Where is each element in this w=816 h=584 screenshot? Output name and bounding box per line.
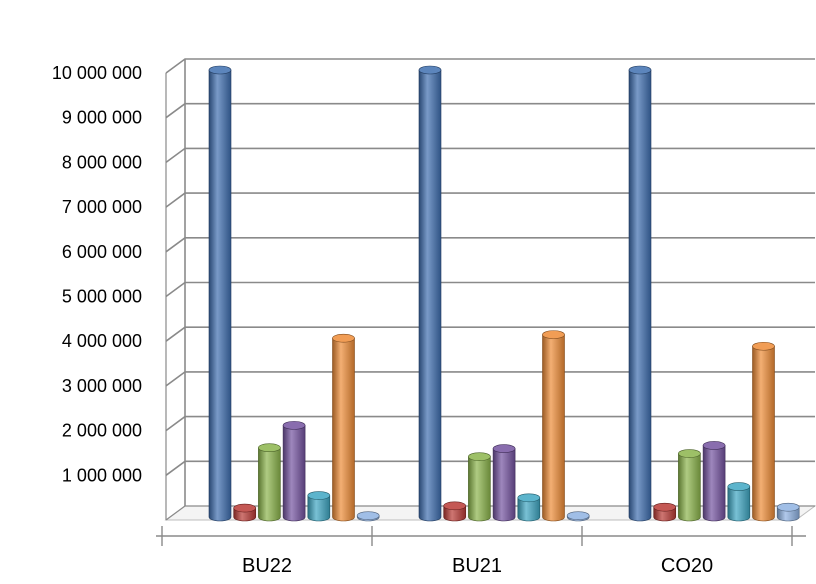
y-tick-label: 6 000 000 xyxy=(62,242,142,262)
bar xyxy=(517,493,541,522)
y-tick-label: 7 000 000 xyxy=(62,197,142,217)
y-tick-label: 2 000 000 xyxy=(62,421,142,441)
y-tick-label: 3 000 000 xyxy=(62,376,142,396)
y-axis-tick-labels: 10 000 000 9 000 000 8 000 000 7 000 000 6 0… xyxy=(52,63,142,485)
bar xyxy=(418,65,442,522)
bar xyxy=(492,444,516,522)
bar xyxy=(628,65,652,522)
bar xyxy=(702,441,726,522)
bar xyxy=(233,503,256,522)
bar xyxy=(332,333,355,522)
y-tick-label: 5 000 000 xyxy=(62,287,142,307)
bar xyxy=(727,482,751,522)
bar xyxy=(752,341,775,522)
x-tick-label: BU22 xyxy=(242,555,292,577)
bar xyxy=(653,502,677,522)
y-tick-label: 9 000 000 xyxy=(62,108,142,128)
x-tick-label: CO20 xyxy=(661,555,713,577)
bar xyxy=(443,501,467,522)
x-axis-tick-labels: BU22 BU21 CO20 xyxy=(242,555,713,577)
bar xyxy=(258,443,281,522)
bar xyxy=(208,65,232,522)
bar xyxy=(468,452,491,522)
bar xyxy=(678,449,701,522)
bar xyxy=(282,421,306,522)
bars xyxy=(208,65,800,522)
bar xyxy=(566,511,590,522)
axes xyxy=(156,59,806,546)
bar xyxy=(542,330,565,522)
bar xyxy=(356,511,380,522)
y-tick-label: 4 000 000 xyxy=(62,331,142,351)
x-tick-label: BU21 xyxy=(452,555,502,577)
bar xyxy=(776,502,800,522)
bar xyxy=(307,491,331,522)
y-tick-label: 1 000 000 xyxy=(62,465,142,485)
y-tick-label: 10 000 000 xyxy=(52,63,142,83)
y-tick-label: 8 000 000 xyxy=(62,152,142,172)
